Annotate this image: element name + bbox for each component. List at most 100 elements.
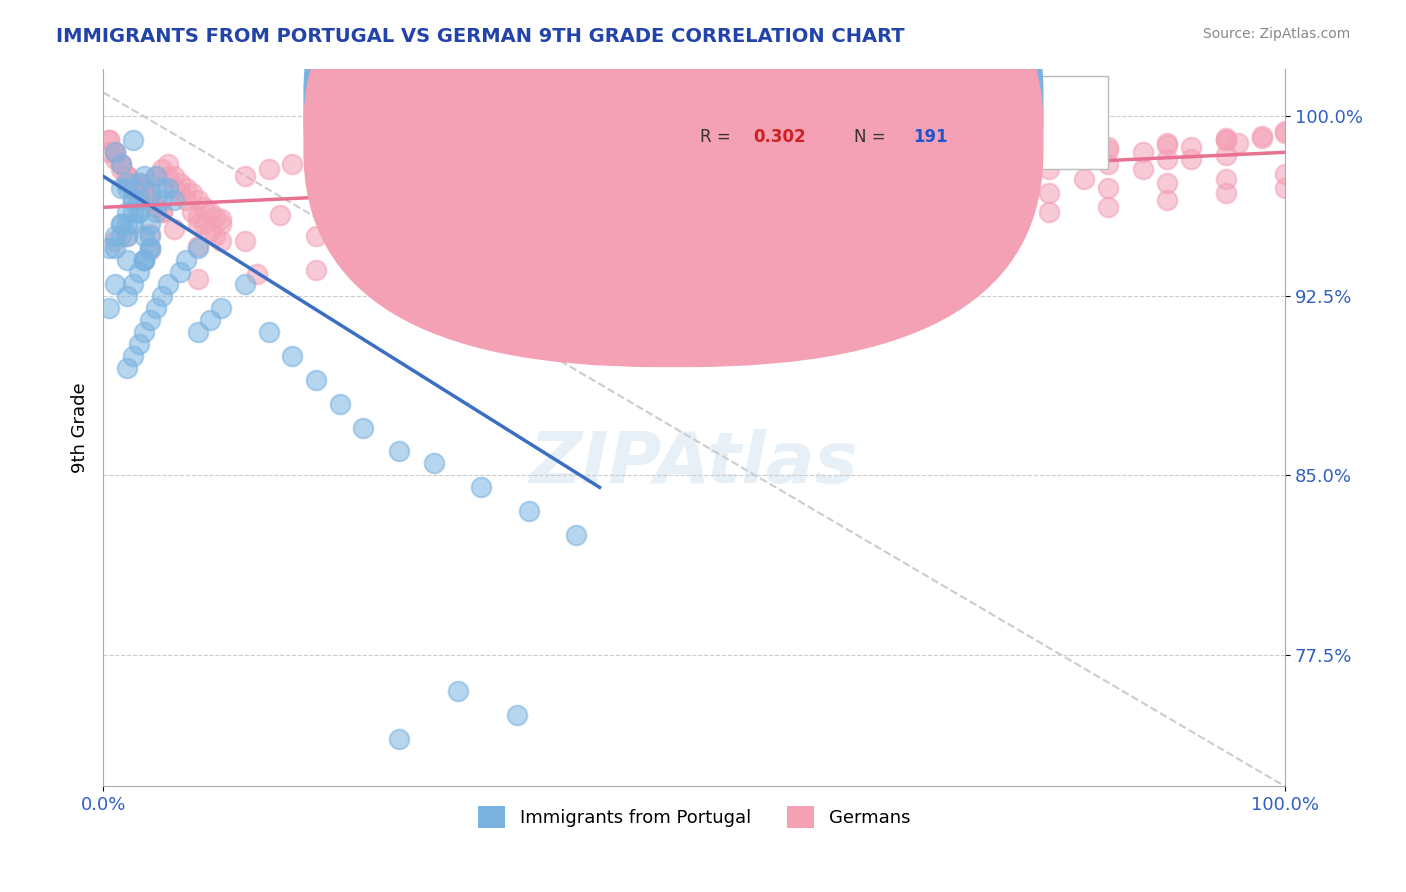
Point [187,217,209,231]
Point [423,219,446,234]
Point [174,193,197,207]
Point [801,193,824,207]
Point [541,184,564,198]
Point [920,195,942,210]
Point [1038,186,1060,200]
Point [121,193,143,207]
Point [541,244,564,258]
Point [979,167,1001,181]
Point [1250,131,1272,145]
Point [110,217,132,231]
Point [121,193,143,207]
Point [860,177,883,191]
Point [187,210,209,224]
Point [115,217,138,231]
Point [163,222,186,236]
Point [884,164,907,178]
Point [328,396,350,410]
Text: Source: ZipAtlas.com: Source: ZipAtlas.com [1202,27,1350,41]
Point [209,234,232,248]
Point [565,528,588,542]
Point [233,277,256,291]
Point [128,336,150,351]
Point [778,219,800,234]
Point [943,177,966,191]
Point [1156,136,1178,150]
Text: ZIPAtlas: ZIPAtlas [530,429,859,498]
Point [1156,153,1178,167]
Point [860,167,883,181]
Point [115,289,138,303]
Point [257,325,280,339]
Point [1215,186,1237,200]
Point [180,186,202,200]
Point [121,177,143,191]
Point [624,188,647,202]
Point [352,162,374,177]
Point [364,258,387,272]
Point [352,420,374,434]
Point [399,169,422,184]
Point [517,504,540,518]
Point [837,210,859,224]
Text: -0.402: -0.402 [754,94,813,112]
Point [1180,153,1202,167]
Point [1097,200,1119,214]
Point [121,181,143,195]
Point [145,200,167,214]
Point [801,181,824,195]
Point [801,205,824,219]
Point [163,193,186,207]
Point [1180,140,1202,154]
Point [187,325,209,339]
Point [1226,136,1249,150]
Point [139,227,162,241]
Point [204,229,226,244]
Point [115,181,138,195]
Point [742,169,765,184]
Point [204,210,226,224]
Point [115,169,138,184]
Point [328,157,350,171]
Point [145,169,167,184]
Point [134,169,156,184]
Point [1156,138,1178,153]
Point [1274,181,1296,195]
Point [128,181,150,195]
Point [943,160,966,174]
Point [128,193,150,207]
Point [115,169,138,184]
Point [246,268,269,282]
Point [860,198,883,212]
Point [98,241,121,255]
Point [163,181,186,195]
Point [659,234,682,248]
Point [979,153,1001,167]
Point [742,184,765,198]
Point [139,186,162,200]
Point [305,229,328,244]
Point [150,289,173,303]
Point [1156,193,1178,207]
Point [115,205,138,219]
Point [121,277,143,291]
Point [1250,128,1272,143]
Point [134,325,156,339]
Point [198,313,221,327]
Point [305,262,328,277]
Point [104,234,127,248]
Point [134,252,156,267]
Point [157,277,180,291]
Point [683,184,706,198]
Point [778,178,800,193]
Point [920,181,942,195]
Text: 0.302: 0.302 [754,128,806,145]
Point [565,184,588,198]
Point [128,193,150,207]
Point [128,177,150,191]
Point [128,205,150,219]
Point [707,195,730,210]
Point [115,169,138,184]
Point [134,252,156,267]
Point [541,210,564,224]
